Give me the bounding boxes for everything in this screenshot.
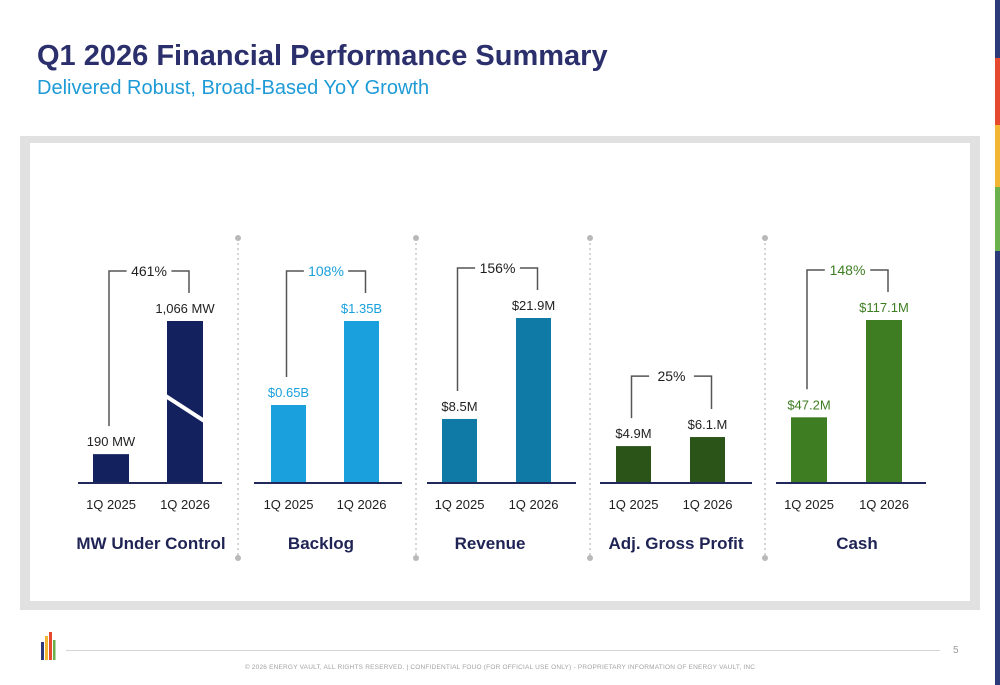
- growth-bracket-right: [171, 270, 190, 293]
- bar-value-label: $6.1.M: [688, 417, 728, 432]
- bar: [690, 437, 725, 483]
- panel-label: Adj. Gross Profit: [608, 534, 743, 553]
- axis-break-mark: [163, 393, 207, 424]
- growth-bracket-left: [630, 375, 650, 419]
- growth-label: 108%: [308, 263, 344, 279]
- growth-label: 156%: [480, 260, 516, 276]
- accent-stripe-navy-top: [995, 0, 1000, 58]
- growth-bracket-left: [108, 270, 127, 427]
- accent-stripe-yellow: [995, 125, 1000, 187]
- bar-value-label: $47.2M: [787, 397, 830, 412]
- panel-label: Revenue: [455, 534, 526, 553]
- growth-bracket-right: [348, 270, 367, 293]
- panel-divider-dot: [413, 235, 419, 241]
- growth-bracket-right: [519, 267, 539, 290]
- bar-value-label: $0.65B: [268, 385, 309, 400]
- panel-divider-dot: [413, 555, 419, 561]
- growth-bracket-right: [870, 269, 889, 292]
- panel-label: Backlog: [288, 534, 354, 553]
- bar: [344, 321, 379, 483]
- footer-rule: [66, 650, 940, 651]
- panel-label: MW Under Control: [76, 534, 225, 553]
- page-title: Q1 2026 Financial Performance Summary: [37, 40, 608, 72]
- growth-label: 25%: [657, 368, 685, 384]
- accent-stripe-green: [995, 187, 1000, 251]
- x-tick-label: 1Q 2025: [86, 497, 136, 512]
- page-number: 5: [953, 645, 959, 656]
- panel-label: Cash: [836, 534, 878, 553]
- panel-divider-dot: [762, 555, 768, 561]
- x-tick-label: 1Q 2025: [784, 497, 834, 512]
- bar-value-label: $21.9M: [512, 298, 555, 313]
- bar-value-label: 190 MW: [87, 434, 136, 449]
- x-tick-label: 1Q 2026: [509, 497, 559, 512]
- panel-divider-dot: [235, 235, 241, 241]
- page-subtitle: Delivered Robust, Broad-Based YoY Growth: [37, 77, 430, 99]
- bar: [866, 320, 902, 483]
- bar-value-label: $117.1M: [859, 300, 909, 315]
- bar-value-label: $4.9M: [615, 426, 651, 441]
- growth-label: 148%: [830, 262, 866, 278]
- growth-bracket-left: [456, 267, 476, 391]
- x-tick-label: 1Q 2025: [264, 497, 314, 512]
- panel-divider-dot: [587, 555, 593, 561]
- footer-disclaimer: © 2026 ENERGY VAULT, ALL RIGHTS RESERVED…: [244, 664, 756, 671]
- bar-value-label: $8.5M: [441, 399, 477, 414]
- growth-bracket-left: [806, 269, 825, 390]
- company-logo: [41, 632, 56, 660]
- bar: [516, 318, 551, 483]
- panel-divider-dot: [235, 555, 241, 561]
- bar: [616, 446, 651, 483]
- bar-value-label: $1.35B: [341, 301, 382, 316]
- bar: [271, 405, 306, 483]
- x-tick-label: 1Q 2026: [683, 497, 733, 512]
- panel-divider-dot: [587, 235, 593, 241]
- growth-label: 461%: [131, 263, 167, 279]
- growth-bracket-right: [693, 375, 713, 410]
- accent-stripe-red: [995, 58, 1000, 125]
- bar: [442, 418, 477, 483]
- x-tick-label: 1Q 2026: [337, 497, 387, 512]
- panel-divider-dot: [762, 235, 768, 241]
- bar: [791, 417, 827, 483]
- bar: [93, 454, 129, 483]
- x-tick-label: 1Q 2026: [160, 497, 210, 512]
- accent-stripe-navy-bottom: [995, 251, 1000, 685]
- growth-bracket-left: [285, 270, 304, 377]
- x-tick-label: 1Q 2025: [609, 497, 659, 512]
- accent-stripe: [995, 0, 1000, 685]
- bar-value-label: 1,066 MW: [155, 301, 215, 316]
- x-tick-label: 1Q 2025: [435, 497, 485, 512]
- x-tick-label: 1Q 2026: [859, 497, 909, 512]
